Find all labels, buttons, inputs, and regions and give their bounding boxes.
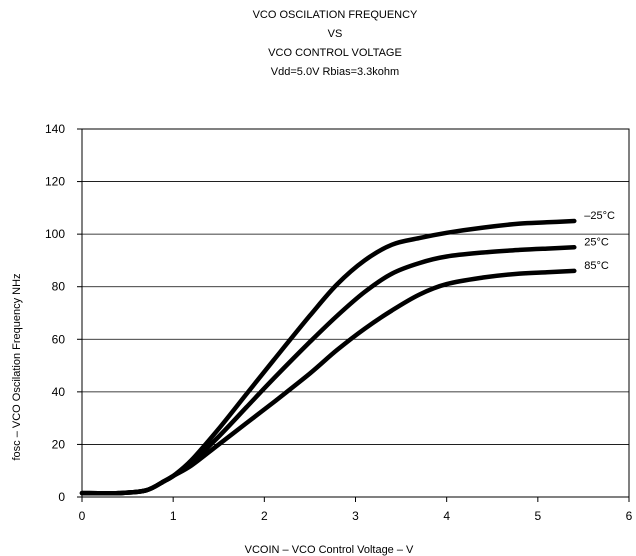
x-axis-label: VCOIN – VCO Control Voltage – V <box>245 544 414 556</box>
series-label-1: –25°C <box>584 210 615 222</box>
x-tick-label: 4 <box>443 509 450 523</box>
y-tick-label: 60 <box>52 332 66 346</box>
y-axis-ticks: 0 20 40 60 80 100 120 140 <box>45 122 82 504</box>
y-tick-label: 120 <box>45 175 65 189</box>
x-tick-label: 0 <box>79 509 86 523</box>
x-tick-label: 3 <box>352 509 359 523</box>
chart-title-line-2: VS <box>327 28 343 40</box>
y-tick-label: 140 <box>45 122 65 136</box>
chart-title: VCO OSCILATION FREQUENCY VS VCO CONTROL … <box>0 6 636 82</box>
chart-subtitle: Vdd=5.0V Rbias=3.3kohm <box>270 66 400 78</box>
series-label-3: 85°C <box>584 260 609 272</box>
y-tick-label: 40 <box>52 385 66 399</box>
y-tick-label: 80 <box>52 280 66 294</box>
x-tick-label: 1 <box>170 509 177 523</box>
series-group <box>79 218 577 496</box>
y-tick-label: 0 <box>58 490 65 504</box>
grid-lines <box>82 181 629 445</box>
y-tick-label: 100 <box>45 227 65 241</box>
series-label-2: 25°C <box>584 236 609 248</box>
chart-title-line-3: VCO CONTROL VOLTAGE <box>268 47 402 59</box>
series-labels: –25°C 25°C 85°C <box>584 210 615 272</box>
x-tick-label: 6 <box>626 509 633 523</box>
series-line-2 <box>79 245 577 496</box>
x-axis-ticks: 0 1 2 3 4 5 6 <box>79 497 633 523</box>
y-tick-label: 20 <box>52 437 66 451</box>
plot-area-frame <box>81 128 630 498</box>
y-axis-label: fosc – VCO Oscilation Frequency NHz <box>11 273 23 460</box>
chart-title-line-1: VCO OSCILATION FREQUENCY <box>252 9 418 21</box>
x-tick-label: 2 <box>261 509 268 523</box>
x-tick-label: 5 <box>534 509 541 523</box>
series-line-3 <box>79 268 577 496</box>
